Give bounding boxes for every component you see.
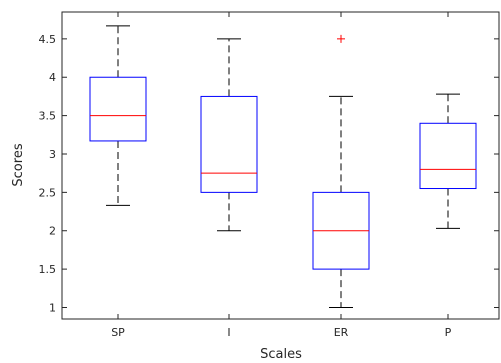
box-sp [89,25,147,206]
plot-area [61,11,500,320]
y-tick-label: 3 [49,148,56,161]
y-tick-label: 3.5 [39,110,57,123]
y-ticks: 1 1.5 2 2.5 3 3.5 4 4.5 [39,33,499,314]
y-tick-label: 4.5 [39,33,57,46]
x-tick-label: ER [334,326,349,339]
x-tick-label: P [445,326,452,339]
y-tick-label: 2 [49,225,56,238]
box-i [200,38,258,232]
x-axis-title: Scales [260,347,302,362]
y-tick-label: 2.5 [39,186,57,199]
y-tick-label: 1.5 [39,263,57,276]
iqr-box [89,76,147,142]
y-tick-label: 4 [49,71,56,84]
x-ticks: SP I ER P [111,12,452,339]
y-tick-label: 1 [49,301,56,314]
y-axis-title: Scores [11,143,26,186]
x-tick-label: SP [111,326,125,339]
outlier-marker [337,34,345,43]
x-tick-label: I [227,326,230,339]
iqr-box [200,95,258,193]
box-er [312,34,370,308]
box-p [419,93,477,229]
iqr-box [419,122,477,190]
boxes-layer [89,25,477,308]
